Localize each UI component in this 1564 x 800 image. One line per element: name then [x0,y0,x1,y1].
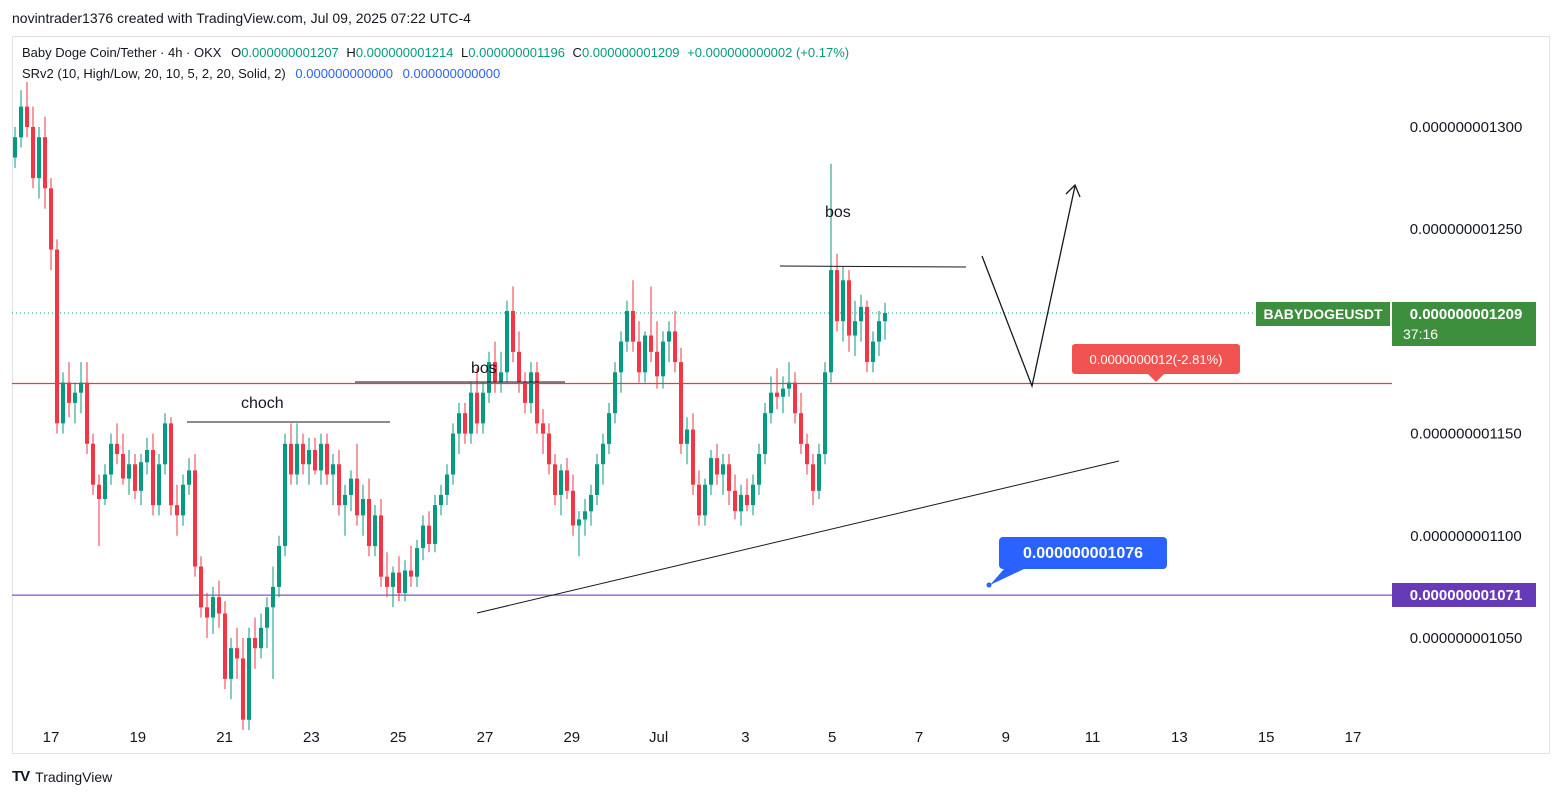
open-value: 0.000000001207 [241,45,339,60]
chart-credit: novintrader1376 created with TradingView… [12,10,471,26]
indicator-legend: SRv2 (10, High/Low, 20, 10, 5, 2, 20, So… [22,66,500,81]
high-label: H [346,45,356,60]
indicator-value-2: 0.000000000000 [402,66,501,81]
symbol-name[interactable]: Baby Doge Coin/Tether · 4h · OKX [22,45,222,60]
brand-name: TradingView [35,768,113,785]
open-label: O [231,45,242,60]
high-value: 0.000000001214 [355,45,454,60]
tradingview-logo-icon: TV [12,768,30,785]
low-value: 0.000000001196 [468,45,565,60]
footer-brand[interactable]: TV TradingView [12,768,112,785]
close-value: 0.000000001209 [581,45,680,60]
chart-frame[interactable] [12,36,1550,754]
low-label: L [461,45,469,60]
change-value: +0.000000000002 (+0.17%) [687,45,850,60]
close-label: C [572,45,582,60]
symbol-legend: Baby Doge Coin/Tether · 4h · OKX O0.0000… [22,45,849,60]
indicator-value-1: 0.000000000000 [295,66,393,81]
indicator-name[interactable]: SRv2 (10, High/Low, 20, 10, 5, 2, 20, So… [22,66,286,81]
